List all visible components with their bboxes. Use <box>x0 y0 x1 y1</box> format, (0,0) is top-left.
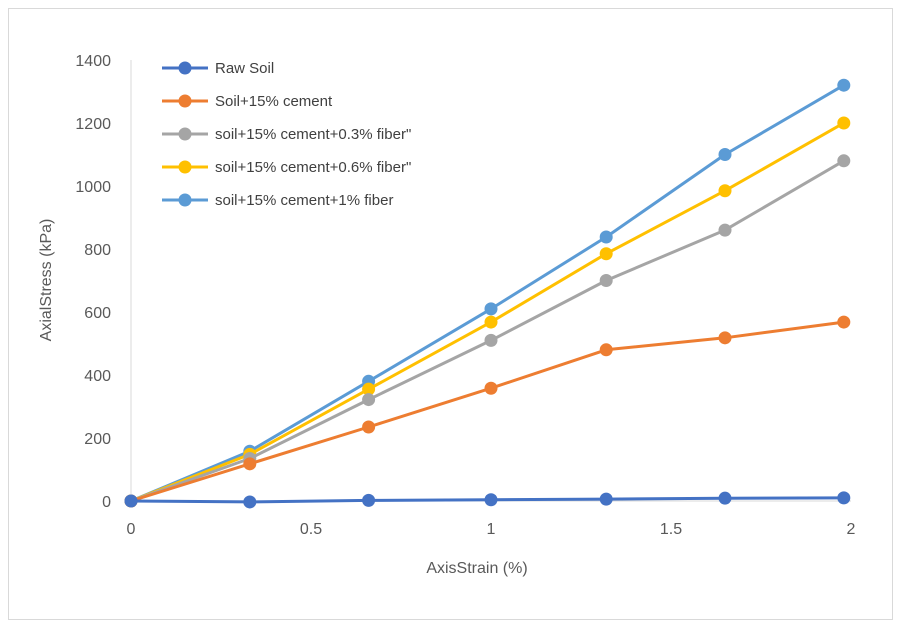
legend-item: Soil+15% cement <box>162 93 333 110</box>
data-point <box>599 230 613 244</box>
data-point <box>484 381 498 395</box>
y-tick-label: 1200 <box>75 116 111 133</box>
x-tick-label: 0.5 <box>300 521 322 538</box>
data-point <box>837 116 851 130</box>
series-line <box>129 159 846 503</box>
x-tick-label: 1.5 <box>660 521 682 538</box>
x-axis-title: AxisStrain (%) <box>426 560 527 577</box>
legend-label: soil+15% cement+0.6% fiber" <box>215 159 411 176</box>
legend-label: Soil+15% cement <box>215 93 333 110</box>
x-tick-label: 1 <box>487 521 496 538</box>
legend-swatch-marker <box>178 160 192 174</box>
data-point <box>243 457 257 471</box>
data-point <box>599 492 613 506</box>
data-point <box>484 493 498 507</box>
y-tick-label: 200 <box>84 431 111 448</box>
data-point <box>362 382 376 396</box>
data-point <box>718 184 732 198</box>
x-tick-labels: 0 0.5 1 1.5 2 <box>127 521 856 538</box>
x-tick-label: 0 <box>127 521 136 538</box>
chart-frame <box>8 8 893 620</box>
data-point <box>718 148 732 161</box>
legend-swatch-marker <box>178 61 192 75</box>
data-point <box>837 154 851 168</box>
series-layer <box>124 78 851 509</box>
legend-label: Raw Soil <box>215 60 274 77</box>
series-line <box>129 320 846 503</box>
y-tick-label: 400 <box>84 368 111 385</box>
data-point <box>484 302 498 316</box>
data-point <box>718 491 732 505</box>
legend-label: soil+15% cement+0.3% fiber" <box>215 126 411 143</box>
data-point <box>362 493 376 507</box>
data-point <box>599 247 613 261</box>
y-axis-title: AxialStress (kPa) <box>38 219 55 342</box>
data-point <box>718 331 732 345</box>
data-point <box>718 223 732 237</box>
y-tick-label: 0 <box>102 494 111 511</box>
data-point <box>484 333 498 347</box>
y-tick-label: 800 <box>84 242 111 259</box>
data-point <box>362 420 376 434</box>
data-point <box>599 274 613 287</box>
x-tick-label: 2 <box>847 521 856 538</box>
data-point <box>837 315 851 329</box>
legend-swatch-marker <box>178 127 192 141</box>
data-point <box>599 343 613 357</box>
series-0 <box>124 491 851 509</box>
data-point <box>243 495 257 509</box>
y-tick-label: 1400 <box>75 53 111 70</box>
legend-item: Raw Soil <box>162 60 274 77</box>
legend-label: soil+15% cement+1% fiber <box>215 192 393 209</box>
series-4 <box>124 78 851 508</box>
series-line <box>129 83 846 503</box>
legend-item: soil+15% cement+0.3% fiber" <box>162 126 411 143</box>
legend-swatch-marker <box>178 193 192 207</box>
legend-item: soil+15% cement+0.6% fiber" <box>162 159 411 176</box>
data-point <box>124 494 138 508</box>
y-tick-labels: 0 200 400 600 800 1000 1200 1400 <box>75 53 111 511</box>
legend-swatch-marker <box>178 94 192 108</box>
y-tick-label: 1000 <box>75 179 111 196</box>
data-point <box>484 315 498 329</box>
data-point <box>837 78 851 92</box>
y-tick-label: 600 <box>84 305 111 322</box>
data-point <box>362 393 376 407</box>
legend-item: soil+15% cement+1% fiber <box>162 192 393 209</box>
data-point <box>837 491 851 505</box>
legend: Raw Soil Soil+15% cement soil+15% cement+0… <box>162 60 411 209</box>
